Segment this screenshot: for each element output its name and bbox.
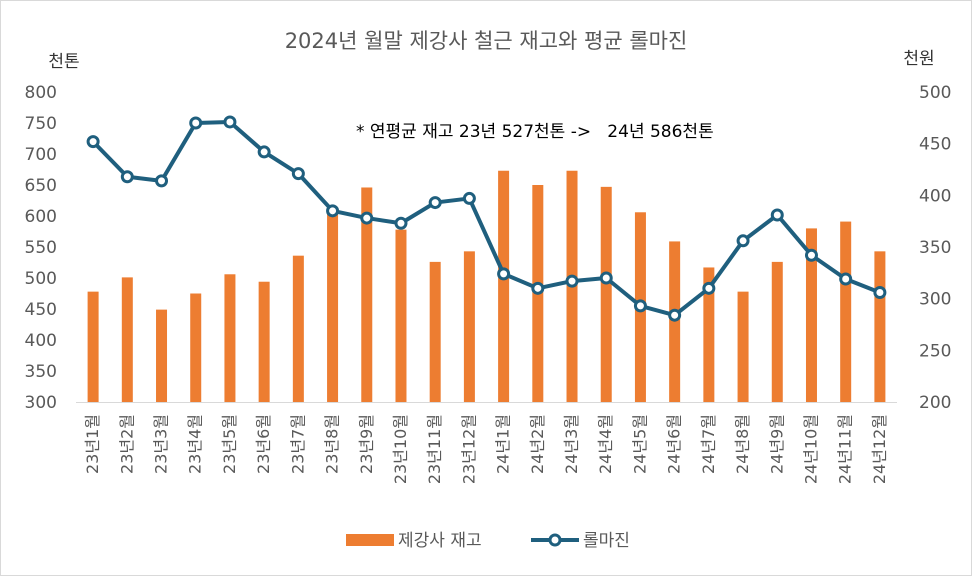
bar-9 — [361, 187, 373, 402]
bar-6 — [258, 281, 270, 402]
x-category-label: 24년6월 — [665, 414, 684, 474]
line-point-22 — [804, 248, 818, 262]
legend-bar-label: 제강사 재고 — [398, 531, 482, 551]
line-point-7 — [291, 167, 305, 181]
bar-10 — [395, 229, 407, 402]
bar-16 — [600, 186, 612, 402]
y-right-tick: 300 — [919, 290, 951, 310]
left-axis-unit: 천톤 — [48, 52, 79, 72]
x-category-label: 23년3월 — [152, 414, 171, 474]
x-category-label: 24년10월 — [801, 414, 820, 484]
x-category-label: 23년7월 — [288, 414, 307, 474]
line-point-10 — [394, 216, 408, 230]
line-point-21 — [770, 208, 784, 222]
x-category-label: 23년6월 — [254, 414, 273, 474]
line-point-18 — [668, 308, 682, 322]
y-left-tick: 300 — [25, 393, 57, 413]
y-right-tick: 500 — [919, 83, 951, 103]
y-left-tick: 450 — [25, 300, 57, 320]
x-category-label: 23년10월 — [391, 414, 410, 484]
line-point-20 — [736, 234, 750, 248]
bar-12 — [463, 251, 475, 402]
x-category-label: 24년5월 — [630, 414, 649, 474]
x-category-label: 23년1월 — [83, 414, 102, 474]
bar-19 — [703, 267, 715, 402]
y-left-tick: 750 — [25, 114, 57, 134]
y-left-tick: 500 — [25, 269, 57, 289]
bar-24 — [874, 251, 886, 402]
bar-5 — [224, 274, 236, 402]
legend-line-label: 롤마진 — [583, 531, 630, 551]
x-category-label: 24년7월 — [699, 414, 718, 474]
bar-18 — [669, 241, 681, 402]
y-left-tick: 700 — [25, 145, 57, 165]
x-category-label: 23년9월 — [357, 414, 376, 474]
chart-title: 2024년 월말 제강사 철근 재고와 평균 롤마진 — [285, 29, 688, 53]
x-category-label: 23년2월 — [117, 414, 136, 474]
x-category-label: 23년11월 — [425, 414, 444, 484]
bar-1 — [87, 291, 99, 402]
y-left-tick: 550 — [25, 238, 57, 258]
annotation: * 연평균 재고 23년 527천톤 -> 24년 586천톤 — [356, 122, 714, 142]
line-point-5 — [223, 115, 237, 129]
y-left-tick: 600 — [25, 207, 57, 227]
x-category-label: 23년12월 — [459, 414, 478, 484]
x-category-label: 23년5월 — [220, 414, 239, 474]
x-category-label: 24년3월 — [562, 414, 581, 474]
line-point-13 — [497, 267, 511, 281]
legend-bar-swatch — [346, 534, 394, 546]
line-point-8 — [326, 204, 340, 218]
rollmargin-line — [91, 119, 881, 318]
x-category-label: 24년1월 — [494, 414, 513, 474]
x-category-label: 24년12월 — [870, 414, 889, 484]
line-point-12 — [462, 191, 476, 205]
y-left-tick: 650 — [25, 176, 57, 196]
line-point-24 — [873, 285, 887, 299]
bar-21 — [771, 261, 783, 402]
line-point-19 — [702, 281, 716, 295]
line-point-14 — [531, 281, 545, 295]
bar-3 — [156, 309, 168, 402]
line-point-6 — [257, 145, 271, 159]
y-left-tick: 400 — [25, 331, 57, 351]
y-left-tick: 800 — [25, 83, 57, 103]
line-point-15 — [565, 274, 579, 288]
bar-8 — [327, 213, 339, 402]
y-right-tick: 350 — [919, 238, 951, 258]
x-category-label: 23년8월 — [323, 414, 342, 474]
bar-22 — [805, 228, 817, 402]
right-axis-unit: 천원 — [903, 49, 934, 69]
y-right-tick: 200 — [919, 393, 951, 413]
line-point-3 — [155, 174, 169, 188]
bar-23 — [840, 221, 852, 402]
x-category-label: 24년4월 — [596, 414, 615, 474]
x-category-label: 24년9월 — [767, 414, 786, 474]
line-point-2 — [120, 170, 134, 184]
line-point-9 — [360, 211, 374, 225]
legend-line-marker — [548, 533, 562, 547]
line-point-11 — [428, 196, 442, 210]
x-category-label: 24년2월 — [528, 414, 547, 474]
line-point-1 — [86, 135, 100, 149]
y-left-tick: 350 — [25, 362, 57, 382]
x-category-label: 24년11월 — [836, 414, 855, 484]
bar-4 — [190, 293, 202, 402]
y-right-tick: 250 — [919, 341, 951, 361]
y-right-tick: 400 — [919, 186, 951, 206]
y-right-tick: 450 — [919, 135, 951, 155]
bar-13 — [498, 170, 510, 402]
legend: 제강사 재고 롤마진 — [346, 531, 630, 551]
x-category-label: 23년4월 — [186, 414, 205, 474]
bar-20 — [737, 291, 749, 402]
bar-7 — [292, 255, 304, 402]
line-point-16 — [599, 271, 613, 285]
line-point-23 — [839, 272, 853, 286]
bar-11 — [429, 261, 441, 402]
line-point-4 — [189, 116, 203, 130]
bar-2 — [121, 277, 133, 402]
line-point-17 — [633, 299, 647, 313]
x-category-label: 24년8월 — [733, 414, 752, 474]
